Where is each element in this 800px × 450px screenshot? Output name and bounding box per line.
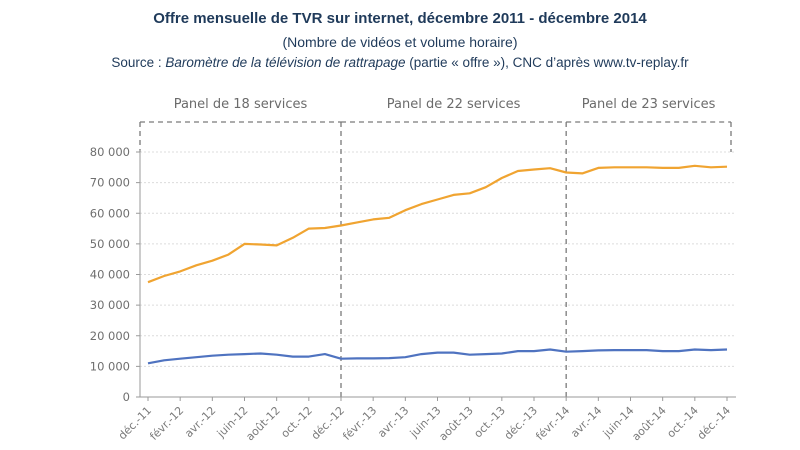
x-tick-labels: déc.-11févr.-12avr.-12juin-12août-12oct.…: [116, 404, 733, 443]
y-tick-label: 70 000: [90, 176, 130, 190]
x-tick-label: févr.-12: [147, 404, 186, 443]
x-tick-label: déc.-14: [695, 404, 733, 442]
panel-label: Panel de 22 services: [387, 97, 521, 112]
axes: [136, 150, 736, 401]
x-tick-label: avr.-13: [375, 404, 411, 440]
y-tick-label: 80 000: [90, 145, 130, 159]
panel-label: Panel de 18 services: [174, 97, 308, 112]
x-tick-label: févr.-14: [533, 404, 572, 443]
x-tick-label: août-14: [629, 404, 668, 443]
x-tick-label: déc.-13: [502, 404, 540, 442]
source-suffix: (partie « offre »), CNC d’après www.tv-r…: [405, 55, 689, 70]
x-tick-label: avr.-12: [182, 404, 218, 440]
series-line: [147, 348, 728, 365]
x-tick-label: août-13: [436, 404, 475, 443]
y-tick-label: 20 000: [90, 329, 130, 343]
x-tick-label: déc.-11: [116, 404, 154, 442]
y-tick-label: 0: [123, 390, 130, 404]
source-title: Baromètre de la télévision de rattrapage: [165, 55, 406, 70]
y-tick-label: 40 000: [90, 268, 130, 282]
series-lines: [147, 164, 728, 365]
x-tick-label: févr.-13: [340, 404, 379, 443]
panel-label: Panel de 23 services: [582, 97, 716, 112]
chart-subtitle: (Nombre de vidéos et volume horaire): [282, 34, 518, 50]
y-tick-label: 60 000: [90, 206, 130, 220]
y-tick-label: 10 000: [90, 359, 130, 373]
x-tick-label: déc.-12: [309, 404, 347, 442]
y-tick-labels: 0 10 000 20 000 30 000 40 000 50 000 60 000 70 …: [90, 145, 130, 404]
source-prefix: Source :: [111, 55, 166, 70]
chart-title: Offre mensuelle de TVR sur internet, déc…: [153, 10, 647, 27]
gridlines: [140, 151, 736, 367]
panel-boxes: [139, 121, 732, 401]
x-tick-label: avr.-14: [568, 404, 604, 440]
y-tick-label: 50 000: [90, 237, 130, 251]
chart-source: Source : Baromètre de la télévision de r…: [0, 55, 800, 70]
x-tick-label: août-12: [243, 404, 282, 443]
panel-labels: Panel de 18 services Panel de 22 services…: [174, 97, 716, 112]
series-line: [147, 164, 728, 284]
y-tick-label: 30 000: [90, 298, 130, 312]
